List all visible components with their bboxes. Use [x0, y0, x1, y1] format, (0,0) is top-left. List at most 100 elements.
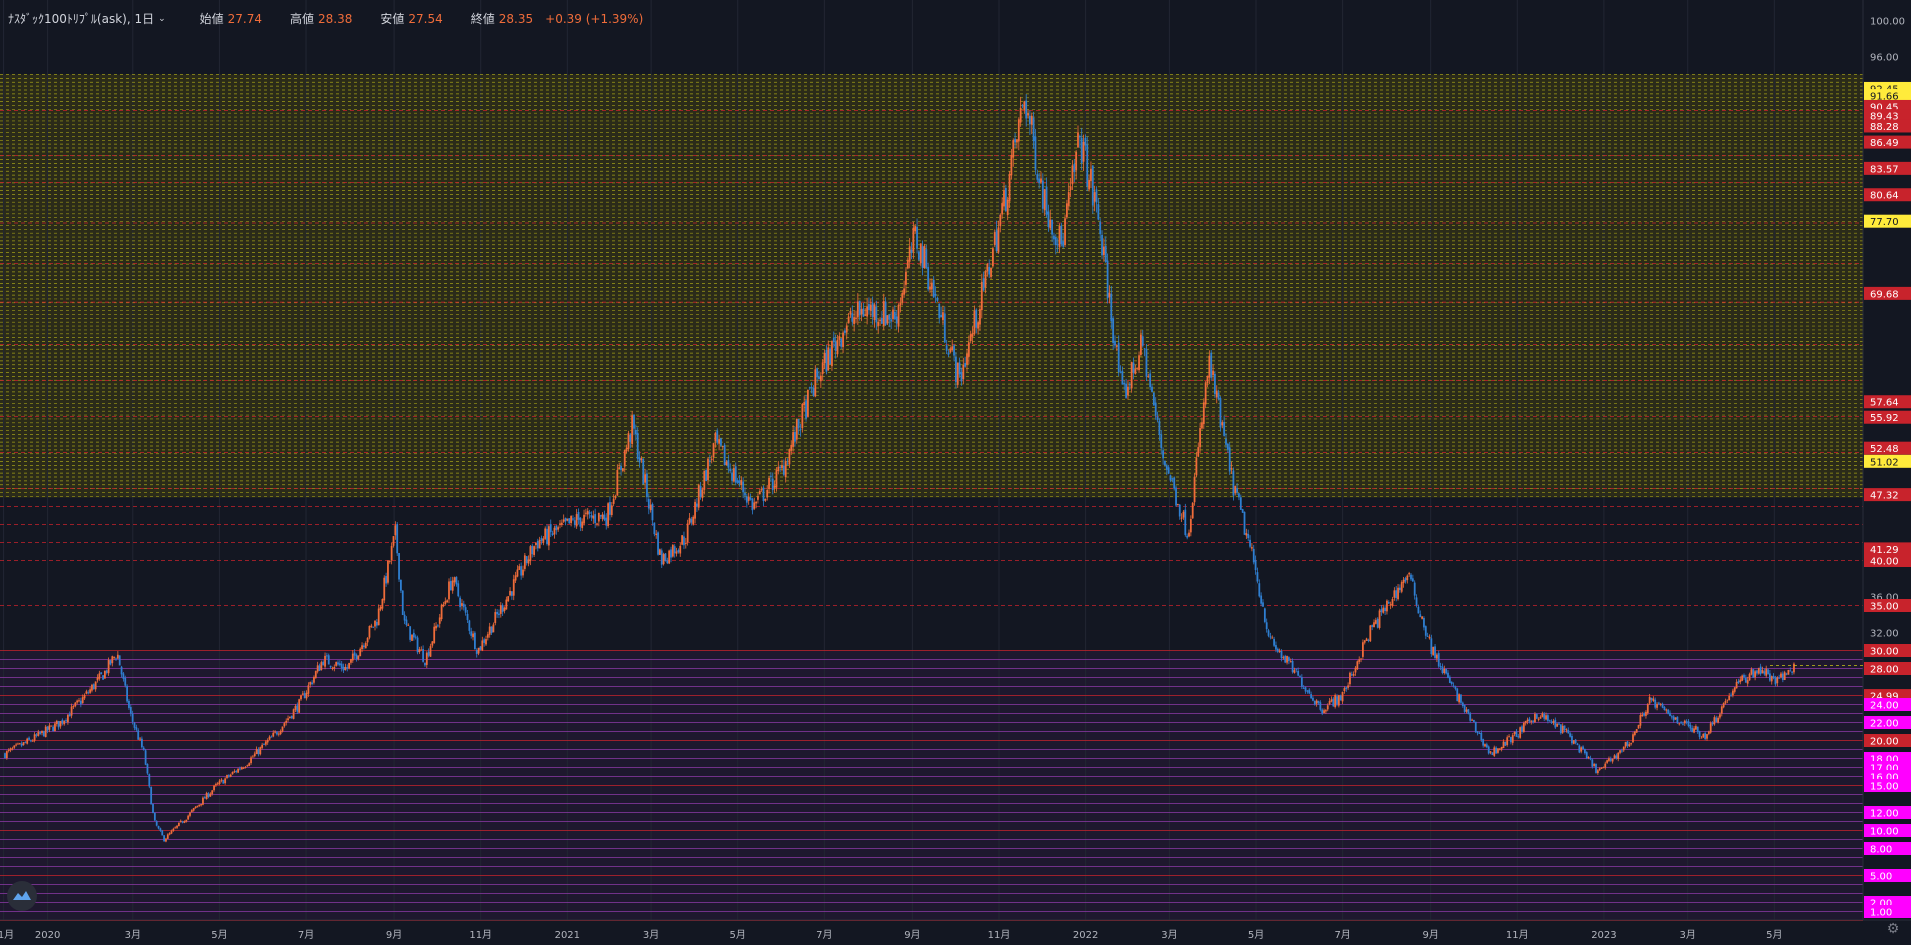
candle-down	[1485, 744, 1488, 748]
candle-up	[856, 301, 859, 318]
candle-down	[609, 502, 611, 515]
candle-up	[1134, 369, 1137, 374]
candle-down	[318, 665, 321, 671]
candle-up	[814, 369, 817, 397]
candle-up	[1720, 706, 1723, 714]
candle-down	[1576, 743, 1579, 745]
candle-down	[412, 632, 415, 638]
candle-down	[155, 821, 158, 826]
candle-up	[364, 642, 367, 649]
candle-down	[603, 514, 606, 520]
candle-up	[477, 647, 480, 654]
candle-down	[375, 621, 378, 626]
candle-down	[1321, 709, 1324, 714]
candle-up	[461, 603, 463, 606]
candle-down	[1273, 638, 1275, 646]
candle-up	[721, 446, 724, 448]
candle-up	[819, 375, 822, 382]
candle-down	[1410, 574, 1412, 580]
candle-up	[1030, 115, 1033, 125]
tradingview-logo-button[interactable]	[7, 881, 37, 911]
candle-up	[969, 334, 972, 342]
candle-down	[590, 515, 593, 518]
candle-up	[1108, 292, 1111, 298]
candle-down	[646, 473, 648, 498]
candle-up	[1635, 729, 1638, 733]
candle-down	[744, 492, 746, 496]
candle-down	[1461, 702, 1464, 707]
candle-up	[213, 785, 215, 791]
candle-down	[1752, 669, 1755, 678]
candle-up	[1541, 713, 1544, 717]
candle-up	[627, 433, 630, 450]
candle-up	[1090, 168, 1092, 182]
candle-down	[1160, 434, 1163, 449]
candle-down	[1482, 739, 1485, 746]
candle-down	[943, 313, 946, 343]
candle-down	[1767, 669, 1769, 674]
candle-up	[1391, 599, 1394, 606]
candle-up	[1362, 642, 1364, 657]
candle-down	[690, 518, 693, 523]
candle-up	[1140, 334, 1142, 355]
candle-up	[250, 757, 252, 764]
candle-down	[1004, 187, 1007, 211]
symbol-interval-selector[interactable]: ﾅｽﾀﾞｯｸ100ﾄﾘﾌﾟﾙ(ask), 1日	[8, 12, 155, 26]
candle-up	[1750, 669, 1753, 675]
candle-down	[638, 457, 641, 463]
candle-down	[1682, 723, 1684, 725]
candle-down	[605, 517, 608, 526]
candle-down	[666, 560, 669, 564]
candle-up	[1739, 679, 1742, 683]
candle-up	[26, 738, 29, 744]
candle-up	[1522, 722, 1525, 732]
time-axis[interactable]: 1月 2020 3月 5月 7月 9月 11月 2021 3月 5月 7月 9月 11月 2022 3月 5月…	[0, 929, 1783, 941]
candle-down	[588, 511, 591, 514]
candle-up	[226, 775, 228, 778]
candle-down	[1169, 475, 1172, 481]
candlesticks	[4, 94, 1795, 843]
price-axis[interactable]: 100.0096.0092.4591.6690.4589.4388.2886.4…	[1770, 17, 1911, 919]
price-axis-label-bg	[1864, 716, 1911, 729]
candle-down	[490, 626, 493, 634]
candle-up	[1713, 717, 1716, 725]
candle-up	[929, 286, 931, 290]
price-axis-tick-label: 86.49	[1870, 138, 1899, 149]
candle-up	[7, 749, 10, 752]
candle-down	[1715, 717, 1718, 722]
price-axis-label-bg	[1864, 734, 1911, 747]
time-axis-tick-label: 11月	[988, 929, 1011, 941]
price-axis-label-bg	[1864, 188, 1911, 202]
candle-up	[733, 468, 735, 482]
candle-down	[1426, 635, 1429, 637]
candle-up	[313, 676, 315, 683]
candle-down	[464, 607, 467, 613]
candle-up	[1325, 710, 1327, 712]
gear-icon[interactable]: ⚙	[1886, 921, 1900, 937]
candle-up	[1016, 139, 1018, 143]
candle-up	[78, 700, 80, 702]
candle-up	[1197, 447, 1200, 457]
candle-down	[414, 636, 417, 638]
candle-down	[1025, 100, 1028, 119]
candle-down	[39, 732, 42, 734]
candle-down	[1454, 686, 1457, 689]
candle-down	[276, 732, 278, 735]
candle-down	[779, 466, 782, 468]
candle-up	[1341, 691, 1344, 702]
candle-up	[1519, 727, 1522, 738]
candle-down	[1474, 721, 1477, 733]
candle-down	[52, 726, 54, 731]
candle-down	[422, 649, 424, 662]
candle-down	[653, 522, 656, 535]
candle-up	[882, 301, 885, 326]
candle-down	[599, 515, 602, 517]
candle-up	[1286, 656, 1288, 663]
candle-down	[620, 465, 622, 470]
candle-up	[1646, 703, 1649, 714]
chevron-down-icon[interactable]: ⌄	[158, 13, 166, 24]
candle-up	[877, 322, 880, 326]
candle-up	[244, 766, 247, 768]
candle-up	[179, 820, 182, 823]
